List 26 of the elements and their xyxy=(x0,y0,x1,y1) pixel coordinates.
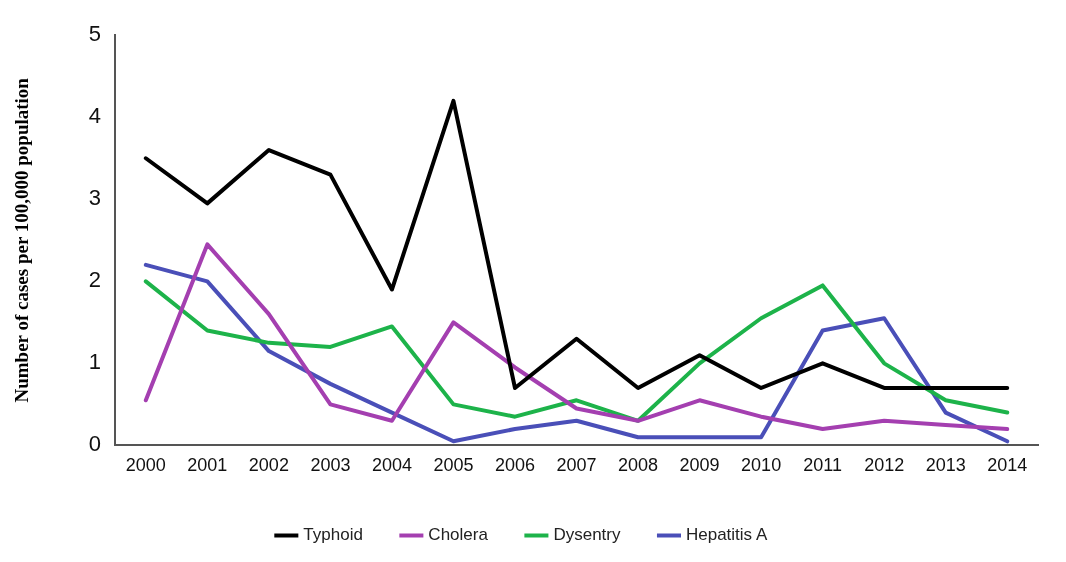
x-tick-label: 2012 xyxy=(864,455,905,476)
x-tick-label: 2004 xyxy=(371,455,412,476)
y-tick-label: 3 xyxy=(88,185,102,211)
x-tick-label: 2007 xyxy=(556,455,597,476)
y-tick-label: 4 xyxy=(88,103,102,129)
x-tick-label: 2005 xyxy=(433,455,474,476)
y-axis-title: Number of cases per 100,000 population xyxy=(11,77,33,403)
legend-label: Hepatitis A xyxy=(685,525,768,545)
x-tick-label: 2014 xyxy=(987,455,1028,476)
y-tick-label: 0 xyxy=(88,431,102,457)
x-tick-label: 2000 xyxy=(125,455,166,476)
legend-label: Dysentry xyxy=(553,525,621,545)
x-tick-label: 2006 xyxy=(494,455,536,476)
x-tick-label: 2001 xyxy=(187,455,228,476)
y-tick-label: 1 xyxy=(88,349,102,375)
x-tick-label: 2011 xyxy=(803,455,842,476)
x-tick-label: 2010 xyxy=(741,455,782,476)
x-tick-label: 2002 xyxy=(248,455,289,476)
x-tick-label: 2013 xyxy=(925,455,966,476)
x-tick-label: 2003 xyxy=(310,455,351,476)
x-tick-label: 2009 xyxy=(679,455,720,476)
y-tick-label: 5 xyxy=(88,21,102,47)
legend-label: Typhoid xyxy=(303,525,363,545)
y-tick-label: 2 xyxy=(88,267,102,293)
x-tick-label: 2008 xyxy=(618,455,659,476)
legend-label: Cholera xyxy=(428,525,489,545)
